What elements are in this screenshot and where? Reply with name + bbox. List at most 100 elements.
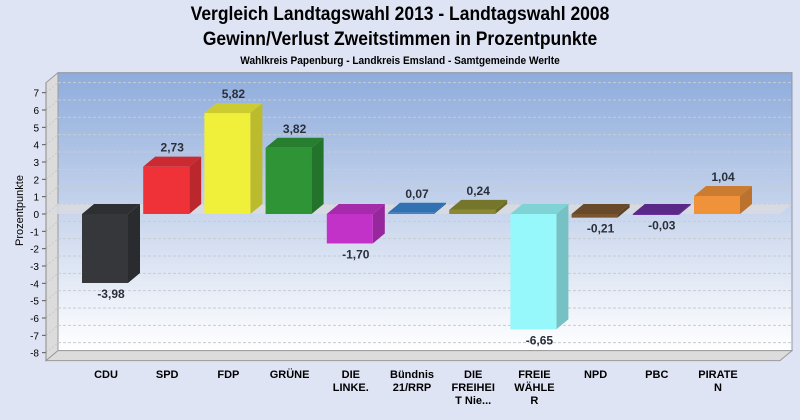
gridline-side <box>45 151 59 163</box>
y-tick-label: -6 <box>30 314 39 325</box>
bar-top <box>326 204 385 214</box>
bar <box>82 204 140 283</box>
gridline-side <box>45 290 59 302</box>
x-tick-label-line: PBC <box>645 369 669 381</box>
y-tick-label: 1 <box>33 193 39 204</box>
x-tick-label: DIE LINKE. <box>321 369 381 395</box>
bar-top <box>694 185 752 196</box>
x-tick-label-line: N <box>714 382 722 394</box>
x-tick-label-line: GRÜNE <box>269 369 310 381</box>
data-label: 3,82 <box>283 122 307 136</box>
chart-title: Vergleich Landtagswahl 2013 - Landtagswa… <box>190 4 610 25</box>
data-label: -6,65 <box>526 333 554 347</box>
gridline-side <box>45 255 59 267</box>
x-tick-label: DIE FREIHEI T Nie... <box>443 369 503 408</box>
bar-front <box>449 209 496 214</box>
bar-top <box>265 137 324 148</box>
x-tick-label-line: DIE <box>464 369 483 381</box>
chart-subtitle: Gewinn/Verlust Zweitstimmen in Prozentpu… <box>202 29 598 50</box>
bar <box>388 202 446 214</box>
data-label: 0,07 <box>405 187 429 201</box>
y-tick-label: -8 <box>30 349 39 360</box>
bar-front <box>388 212 434 214</box>
y-tick-label: 6 <box>33 106 39 117</box>
x-tick-label-line: DIE <box>341 369 360 381</box>
y-tick-label: -3 <box>30 262 39 273</box>
x-tick-label-line: LINKE. <box>332 382 369 394</box>
bar-front <box>694 195 740 214</box>
side-wall <box>45 71 59 362</box>
bar-side <box>495 199 508 214</box>
bar-top <box>449 199 508 210</box>
gridline-side <box>45 307 59 319</box>
data-label: -0,21 <box>587 222 615 236</box>
x-tick-label-line: FREIHEI <box>451 382 495 394</box>
x-tick-label-line: WÄHLE <box>514 382 555 394</box>
bar-side <box>250 103 263 214</box>
x-tick-label: GRÜNE <box>260 369 320 382</box>
bar-side <box>372 204 385 244</box>
y-tick-label: 0 <box>33 210 39 221</box>
x-tick-label-line: SPD <box>155 369 179 381</box>
data-label: 1,04 <box>711 170 735 184</box>
x-tick-label-line: PIRATE <box>698 369 738 381</box>
data-label: -3,98 <box>97 287 125 301</box>
bar-front <box>204 113 251 214</box>
bar-top <box>204 103 263 114</box>
bar <box>326 204 385 244</box>
x-tick-label-line: CDU <box>94 369 118 381</box>
data-label: 5,82 <box>222 87 246 101</box>
bar <box>265 137 324 214</box>
y-tick-label: 4 <box>33 141 39 152</box>
data-label: -1,70 <box>342 247 370 261</box>
bar <box>449 199 508 214</box>
bar-front <box>510 214 557 330</box>
gridline-side <box>45 272 59 284</box>
data-label: 2,73 <box>161 141 185 155</box>
bar-top <box>632 204 691 214</box>
gridline-side <box>45 324 59 336</box>
x-tick-label: Bündnis 21/RRP <box>382 369 442 395</box>
x-tick-label-line: Bündnis <box>390 369 434 381</box>
bar-side <box>740 185 752 214</box>
x-tick-label-line: NPD <box>583 369 608 381</box>
gridline-side <box>45 134 59 146</box>
bar <box>204 103 263 214</box>
x-tick-label-line: FREIE <box>518 369 551 381</box>
gridline-side <box>45 116 59 128</box>
gridline-side <box>45 238 59 250</box>
bar-side <box>678 204 691 215</box>
gridline-side <box>45 186 59 198</box>
bar-top <box>82 204 140 214</box>
x-tick-label-line: 21/RRP <box>392 382 432 394</box>
x-tick-label: PIRATE N <box>688 369 748 395</box>
y-tick-label: 7 <box>33 89 39 100</box>
y-tick-label: 3 <box>33 158 39 169</box>
gridline-side <box>45 82 59 94</box>
bar-front <box>265 147 312 214</box>
bar <box>632 204 691 215</box>
bar-top <box>571 204 630 214</box>
bar-front <box>571 214 618 218</box>
chart-region-subtitle: Wahlkreis Papenburg - Landkreis Emsland … <box>240 55 560 67</box>
gridline-side <box>45 220 59 232</box>
gridline-side <box>45 99 59 111</box>
bar-side <box>128 204 140 283</box>
x-tick-label: PBC <box>627 369 687 382</box>
bar <box>510 204 569 330</box>
bar-side <box>617 204 630 218</box>
bar-front <box>632 214 679 215</box>
gridline-side <box>45 342 59 354</box>
x-tick-label-line: R <box>530 395 539 407</box>
data-label: -0,03 <box>648 219 676 233</box>
gridline-side <box>45 168 59 180</box>
x-tick-label: FDP <box>198 369 258 382</box>
bar-top <box>143 156 202 167</box>
bar-front <box>143 166 190 214</box>
bar-side <box>556 204 569 330</box>
bar <box>143 156 202 214</box>
x-tick-label: SPD <box>137 369 197 382</box>
data-label: 0,24 <box>467 184 491 198</box>
y-tick-label: -5 <box>30 297 39 308</box>
